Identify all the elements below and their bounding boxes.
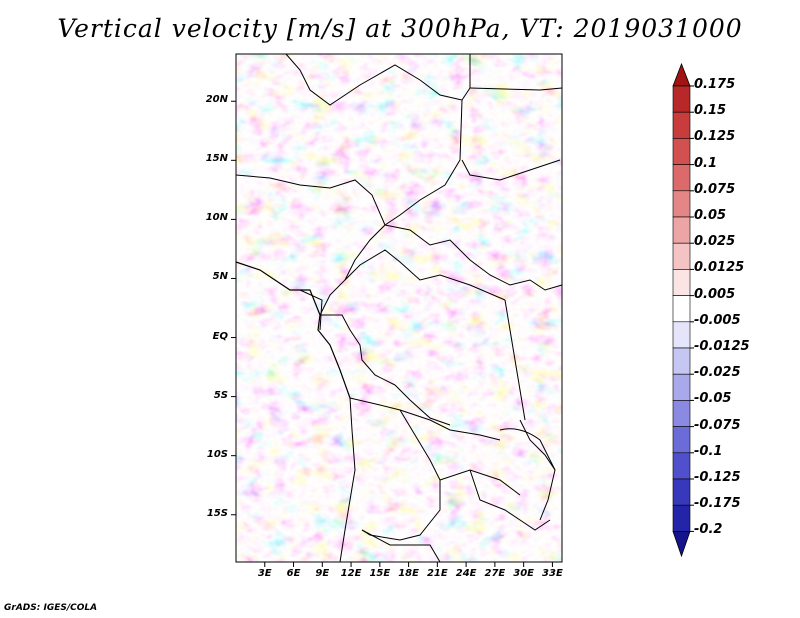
country-border	[504, 299, 526, 421]
colorbar-cell	[672, 138, 691, 165]
plot-frame	[235, 53, 563, 563]
colorbar-cell	[672, 426, 691, 454]
colorbar-bottom-arrow	[672, 531, 691, 558]
country-border	[461, 54, 471, 101]
colorbar-label: -0.005	[694, 312, 741, 328]
colorbar-label: 0.005	[694, 286, 736, 302]
x-tick-label: 12E	[340, 568, 362, 579]
country-border	[285, 53, 463, 226]
colorbar-cell	[672, 164, 691, 192]
colorbar-cell	[672, 347, 691, 375]
x-tick-label: 21E	[426, 568, 448, 579]
colorbar-label: -0.125	[694, 470, 741, 485]
colorbar-cell	[672, 190, 691, 218]
colorbar-cell	[672, 373, 691, 401]
colorbar-cell	[672, 452, 691, 480]
country-border	[361, 529, 441, 563]
country-border	[384, 224, 563, 291]
colorbar-cell	[672, 85, 691, 113]
colorbar-cell	[672, 478, 691, 506]
velocity-field	[236, 54, 562, 562]
country-border	[349, 397, 501, 441]
grads-credit: GrADS: IGES/COLA	[4, 603, 98, 613]
colorbar-cell	[672, 216, 691, 244]
coastline	[235, 261, 351, 399]
colorbar-cell	[672, 295, 691, 323]
x-tick-label: 27E	[484, 568, 506, 579]
colorbar-label: 0.1	[694, 155, 718, 171]
colorbar-label: -0.0125	[694, 339, 750, 354]
y-tick-label: 15N	[205, 153, 228, 165]
colorbar-cell	[672, 504, 691, 532]
country-border	[519, 419, 556, 521]
colorbar-label: 0.15	[694, 103, 727, 119]
country-border	[399, 409, 521, 496]
colorbar-cell	[672, 269, 691, 296]
country-border	[344, 249, 506, 301]
colorbar-cell	[672, 242, 691, 270]
colorbar-label: 0.025	[694, 234, 736, 250]
colorbar-label: -0.05	[694, 391, 732, 407]
country-border	[461, 159, 561, 181]
x-tick-label: 3E	[257, 568, 272, 579]
colorbar-label: 0.0125	[694, 260, 745, 276]
colorbar-label: -0.175	[694, 496, 741, 512]
colorbar-label: -0.025	[694, 365, 741, 381]
x-tick-label: 6E	[286, 568, 301, 579]
x-tick-label: 33E	[542, 568, 563, 579]
colorbar-label: -0.1	[694, 443, 723, 459]
lake-shore	[499, 428, 556, 471]
y-tick-label: 5N	[212, 271, 228, 283]
country-border	[299, 289, 323, 331]
country-border	[361, 480, 441, 541]
colorbar-label: 0.125	[694, 129, 736, 145]
x-tick-label: 15E	[369, 568, 391, 579]
country-border	[319, 224, 386, 316]
y-tick-label: 10N	[205, 212, 228, 224]
colorbar-top-arrow	[672, 62, 691, 87]
colorbar-cell	[672, 321, 691, 349]
x-tick-label: 24E	[455, 568, 477, 579]
country-border	[320, 314, 396, 386]
country-border	[394, 384, 451, 426]
x-tick-label: 9E	[315, 568, 330, 579]
y-tick-label: 15S	[206, 507, 228, 519]
chart-title: Vertical velocity [m/s] at 300hPa, VT: 2…	[57, 14, 743, 43]
y-tick-label: 5S	[213, 389, 228, 401]
y-tick-label: 10S	[206, 448, 228, 460]
colorbar-label: -0.2	[694, 522, 723, 538]
x-tick-label: 30E	[513, 568, 535, 579]
colorbar-cell	[672, 111, 691, 139]
y-tick-label: EQ	[212, 330, 228, 342]
colorbar-label: 0.05	[694, 208, 727, 223]
colorbar-label: 0.075	[694, 181, 736, 197]
colorbar-cell	[672, 400, 691, 427]
colorbar-label: -0.075	[694, 417, 741, 433]
country-border	[339, 397, 356, 563]
country-border	[469, 469, 551, 531]
colorbar-label: 0.175	[694, 77, 736, 92]
country-border	[469, 87, 563, 91]
x-tick-label: 18E	[398, 568, 419, 579]
y-tick-label: 20N	[205, 94, 228, 106]
country-border	[235, 174, 386, 226]
